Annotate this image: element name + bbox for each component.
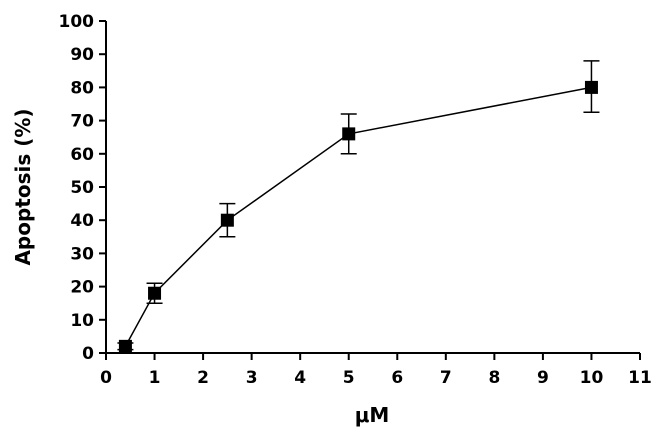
data-point-marker <box>584 80 598 94</box>
x-tick-label: 8 <box>488 368 500 388</box>
plot-area: 0 1 2 3 4 5 6 7 8 9 10 11 0 10 20 30 40 50 60 70 80 90 100 <box>59 12 652 388</box>
x-tick-label: 6 <box>391 368 403 388</box>
y-tick-label: 0 <box>82 344 94 364</box>
x-tick-label: 11 <box>628 368 652 388</box>
data-point-marker <box>148 286 162 300</box>
x-tick-label: 7 <box>440 368 452 388</box>
y-axis-title: Apoptosis (%) <box>11 108 35 265</box>
x-tick-label: 3 <box>246 368 258 388</box>
y-tick-label: 70 <box>70 112 94 132</box>
y-tick-label: 20 <box>70 278 94 298</box>
data-point-marker <box>220 213 234 227</box>
y-tick-label: 10 <box>70 311 94 331</box>
y-tick-label: 50 <box>70 178 94 198</box>
x-tick-label: 1 <box>149 368 161 388</box>
x-tick-label: 2 <box>197 368 209 388</box>
series-line <box>124 86 592 347</box>
x-axis-title: μM <box>355 403 390 427</box>
y-tick-label: 30 <box>70 244 94 264</box>
y-tick-label: 100 <box>59 12 95 32</box>
x-tick-label: 9 <box>537 368 549 388</box>
data-point-marker <box>342 127 356 141</box>
x-tick-label: 4 <box>294 368 306 388</box>
y-tick-label: 40 <box>70 211 94 231</box>
x-tick-label: 0 <box>100 368 112 388</box>
x-tick-label: 10 <box>580 368 604 388</box>
y-tick-label: 60 <box>70 145 94 165</box>
y-tick-label: 80 <box>70 78 94 98</box>
data-point-marker <box>118 339 132 353</box>
y-tick-label: 90 <box>70 45 94 65</box>
x-tick-label: 5 <box>343 368 355 388</box>
